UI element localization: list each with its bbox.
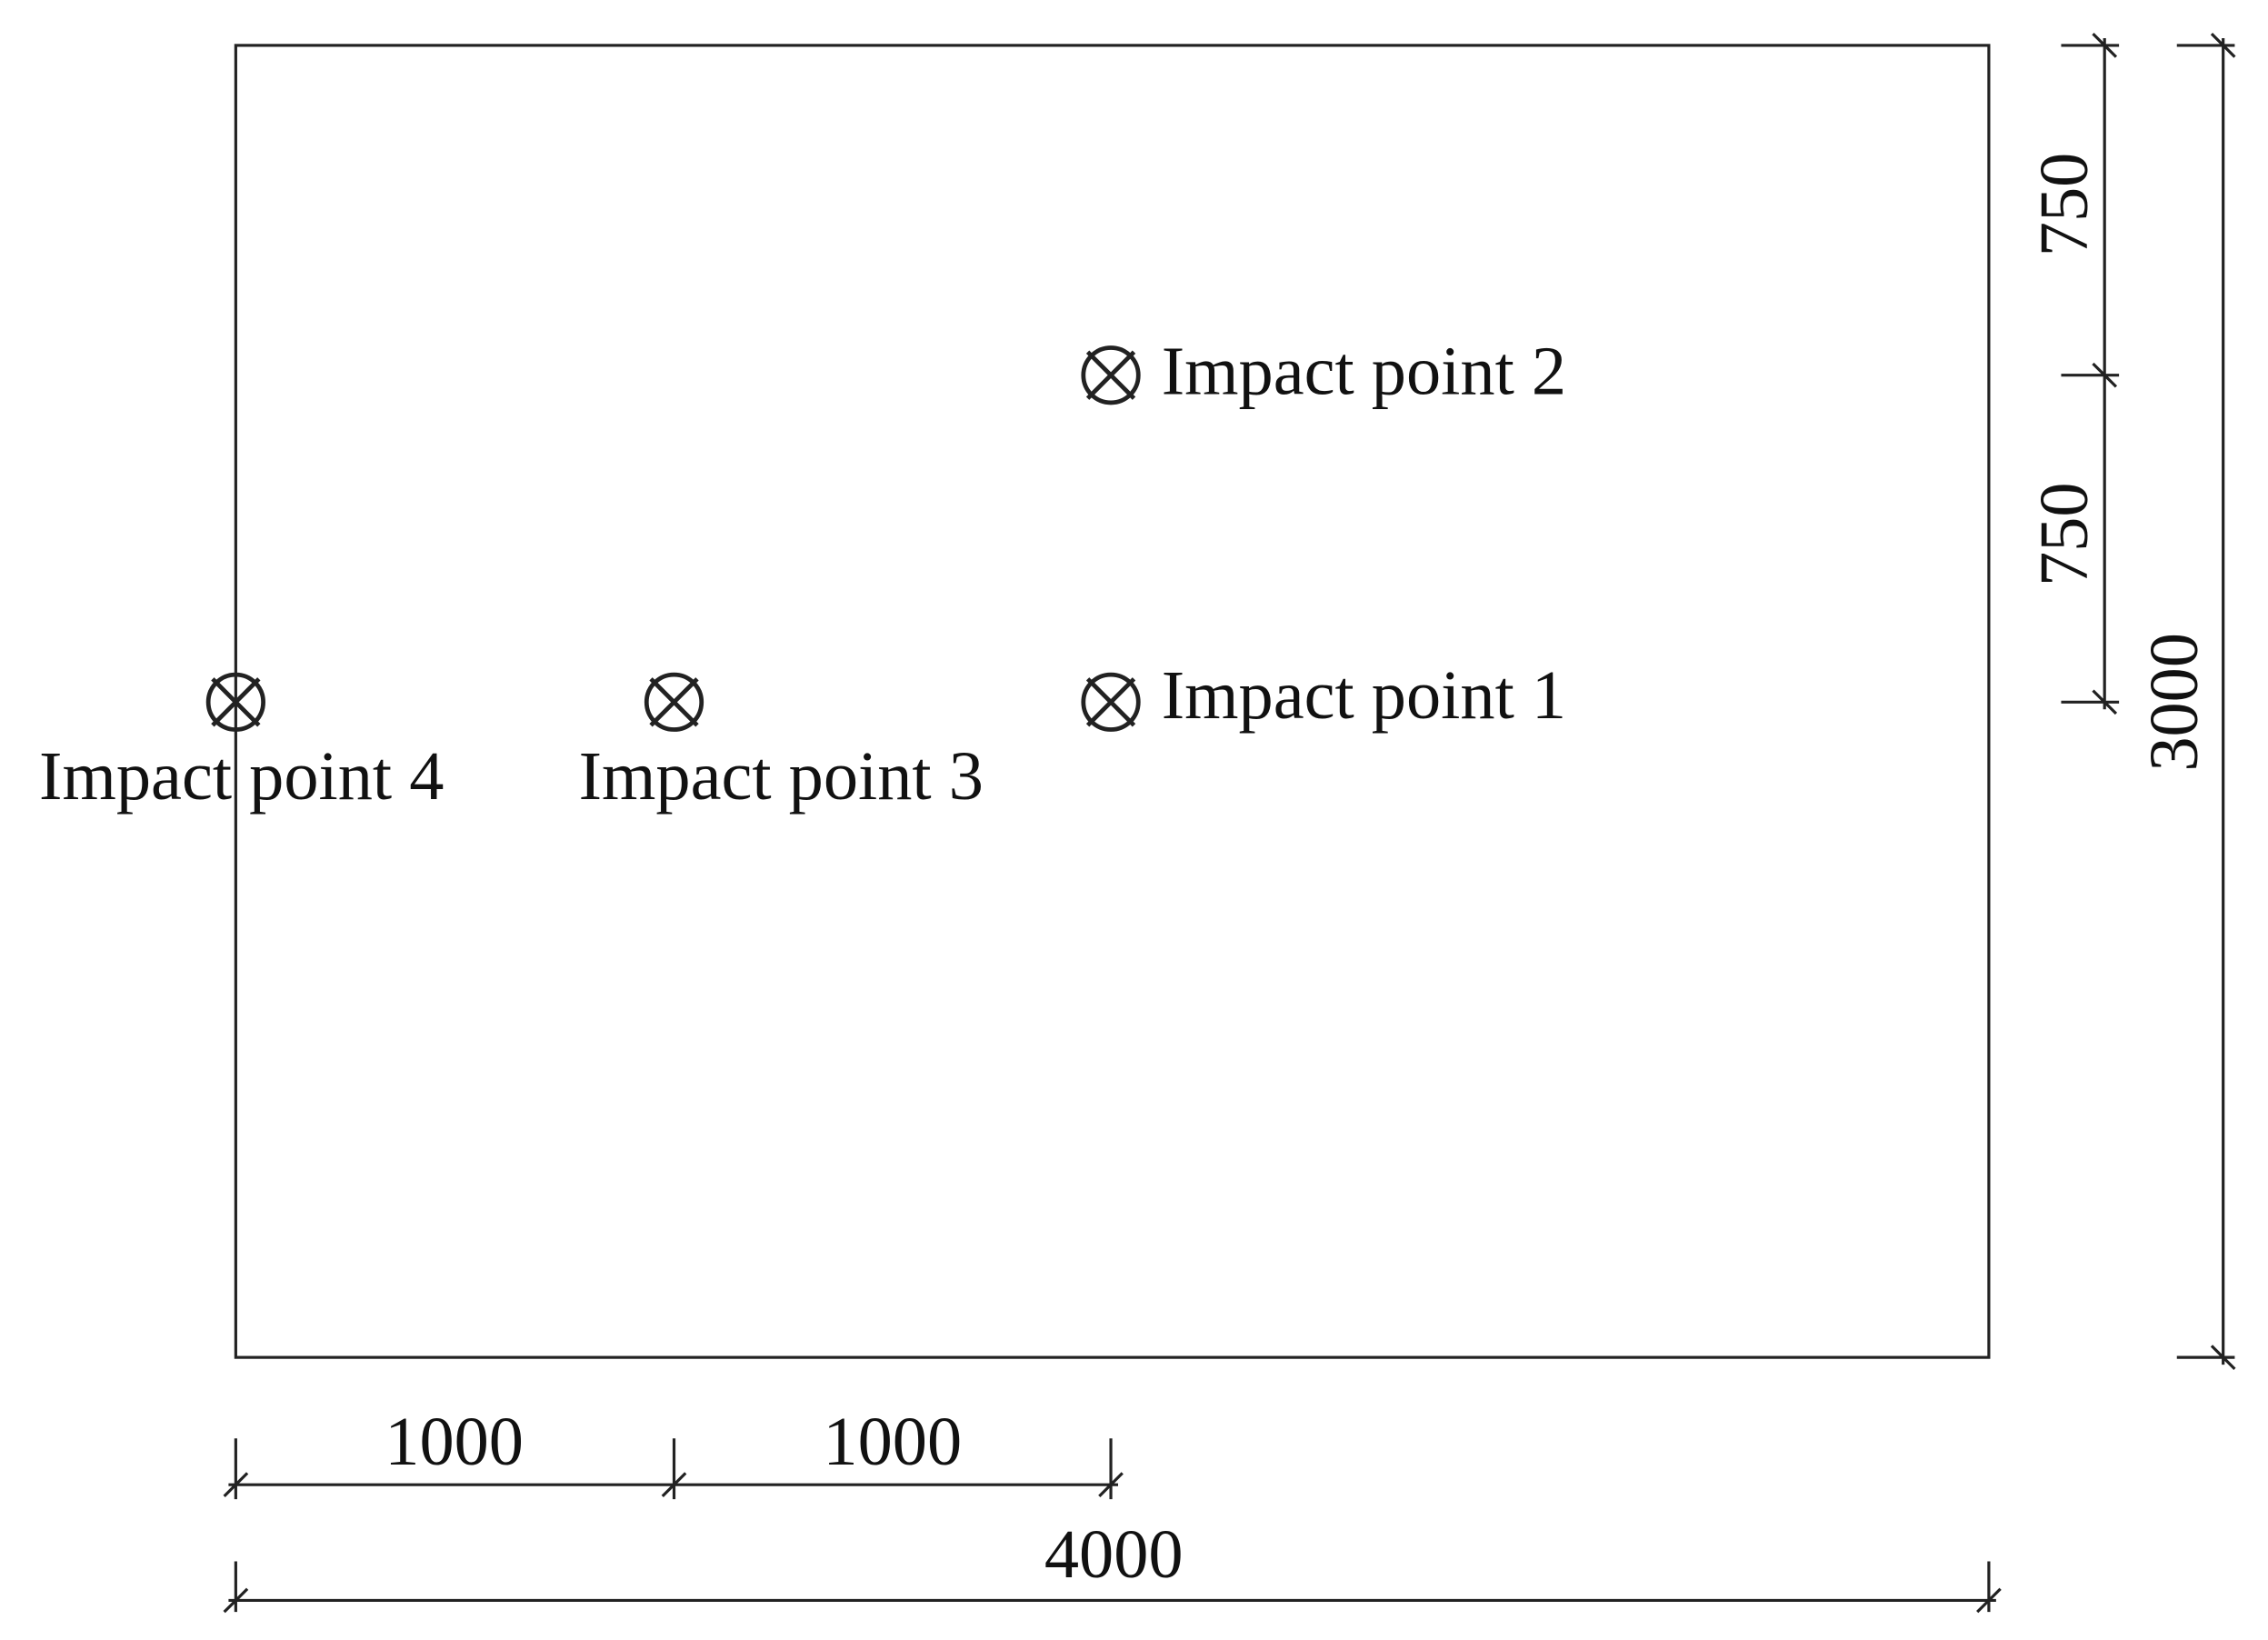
dimension-label: 750: [2025, 482, 2103, 586]
impact-marker: [205, 672, 265, 732]
impact-marker: [644, 672, 704, 732]
point-label: Impact point 2: [1162, 332, 1566, 409]
dimension-label: 1000: [823, 1403, 962, 1480]
dimension-label: 750: [2025, 153, 2103, 257]
vertical-dimensions: [2061, 33, 2236, 1370]
dimension-label: 3000: [2135, 633, 2213, 772]
point-label: Impact point 3: [579, 737, 984, 815]
impact-marker: [1081, 672, 1141, 732]
impact-marker: [1081, 345, 1141, 405]
dimension-label: 1000: [385, 1403, 524, 1480]
horizontal-dimensions: [223, 1438, 2002, 1614]
point-label: Impact point 4: [39, 737, 444, 815]
point-label: Impact point 1: [1162, 656, 1566, 734]
dimension-label: 4000: [1044, 1515, 1184, 1593]
